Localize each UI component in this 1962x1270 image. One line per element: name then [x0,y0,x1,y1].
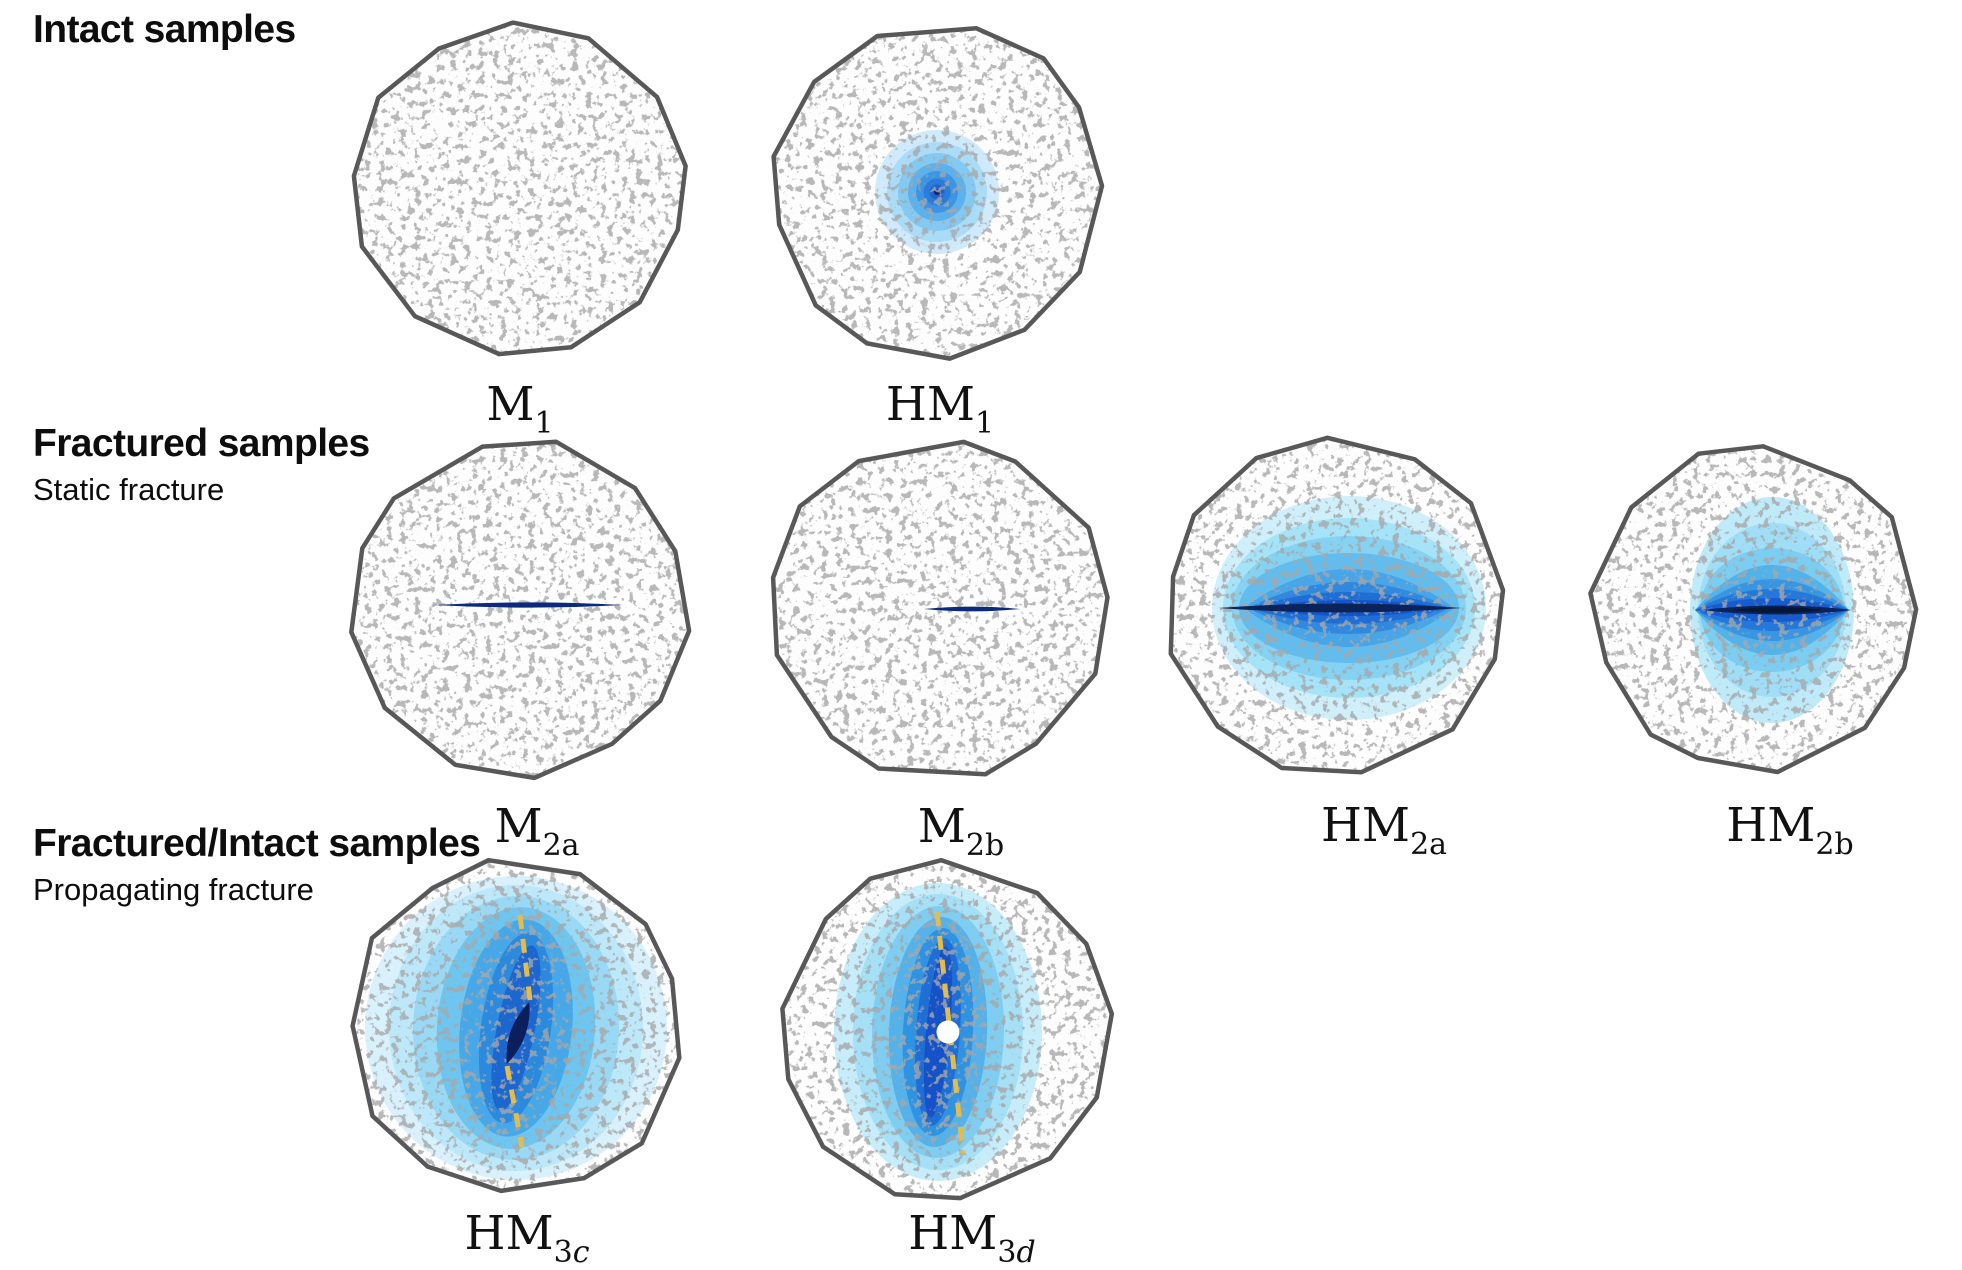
sample-M2b [770,439,1110,777]
sample-outline [780,857,1115,1201]
section-header-fractured: Fractured samples Static fracture [33,422,370,507]
section-subtitle: Static fracture [33,471,225,507]
fracture-lens [1732,607,1822,613]
injection-point-dot [936,1020,960,1044]
sample-label-HM2a: HM2a [1234,802,1534,860]
sample-outline [349,439,692,781]
section-subtitle: Propagating fracture [33,871,314,907]
label-subscript: 3 [997,1235,1017,1270]
label-base: M [917,799,966,854]
sample-outline [771,26,1105,361]
sample-HM1 [771,26,1105,361]
sample-label-HM3c: HM3c [377,1210,677,1268]
label-subscript: 2a [542,828,580,863]
sample-label-M2a: M2a [387,803,687,861]
sample-label-HM1: HM1 [790,381,1090,439]
sample-M2a [349,439,692,781]
sample-outline [1588,444,1919,775]
sample-outline [770,439,1110,777]
fracture-lens [1218,603,1462,613]
sample-outline [1168,435,1506,775]
fracture-lens [924,606,1020,612]
propagation-path-dashed-line [504,1065,525,1148]
sample-label-HM3d: HM3d [822,1210,1122,1268]
section-title: Fractured samples [33,422,370,465]
section-title: Intact samples [33,8,296,51]
label-subscript: 1 [975,406,995,441]
label-base: HM [1726,798,1816,853]
sample-HM2a [1168,435,1506,775]
sample-label-M1: M1 [370,381,670,439]
label-subscript-italic: d [1016,1235,1036,1270]
sample-label-HM2b: HM2b [1640,802,1940,860]
sample-HM3c [350,857,682,1194]
sample-HM2b [1588,444,1919,775]
label-subscript: 2b [965,828,1005,863]
sample-label-M2b: M2b [811,803,1111,861]
section-header-propagating: Fractured/Intact samples Propagating fra… [33,822,481,907]
label-base: HM [885,377,976,432]
label-subscript: 1 [534,406,554,441]
label-subscript-italic: c [572,1235,590,1270]
sample-outline [350,857,682,1194]
label-base: M [494,799,543,854]
sample-M1 [351,20,688,357]
grain-speckle-texture [351,441,690,778]
section-header-intact: Intact samples [33,8,296,52]
fracture-lens [433,602,623,608]
sample-HM3d [780,857,1115,1201]
label-base: HM [908,1206,998,1261]
grain-speckle-texture [353,22,686,355]
label-base: HM [464,1206,554,1261]
section-title: Fractured/Intact samples [33,822,481,865]
fracture-lens [506,1001,530,1065]
sample-outline [351,20,688,357]
label-subscript: 2b [1815,827,1854,862]
label-subscript: 3 [553,1235,573,1270]
label-base: M [486,377,535,432]
grain-speckle-texture [773,28,1102,359]
label-base: HM [1320,798,1411,853]
label-subscript: 2a [1410,827,1448,862]
